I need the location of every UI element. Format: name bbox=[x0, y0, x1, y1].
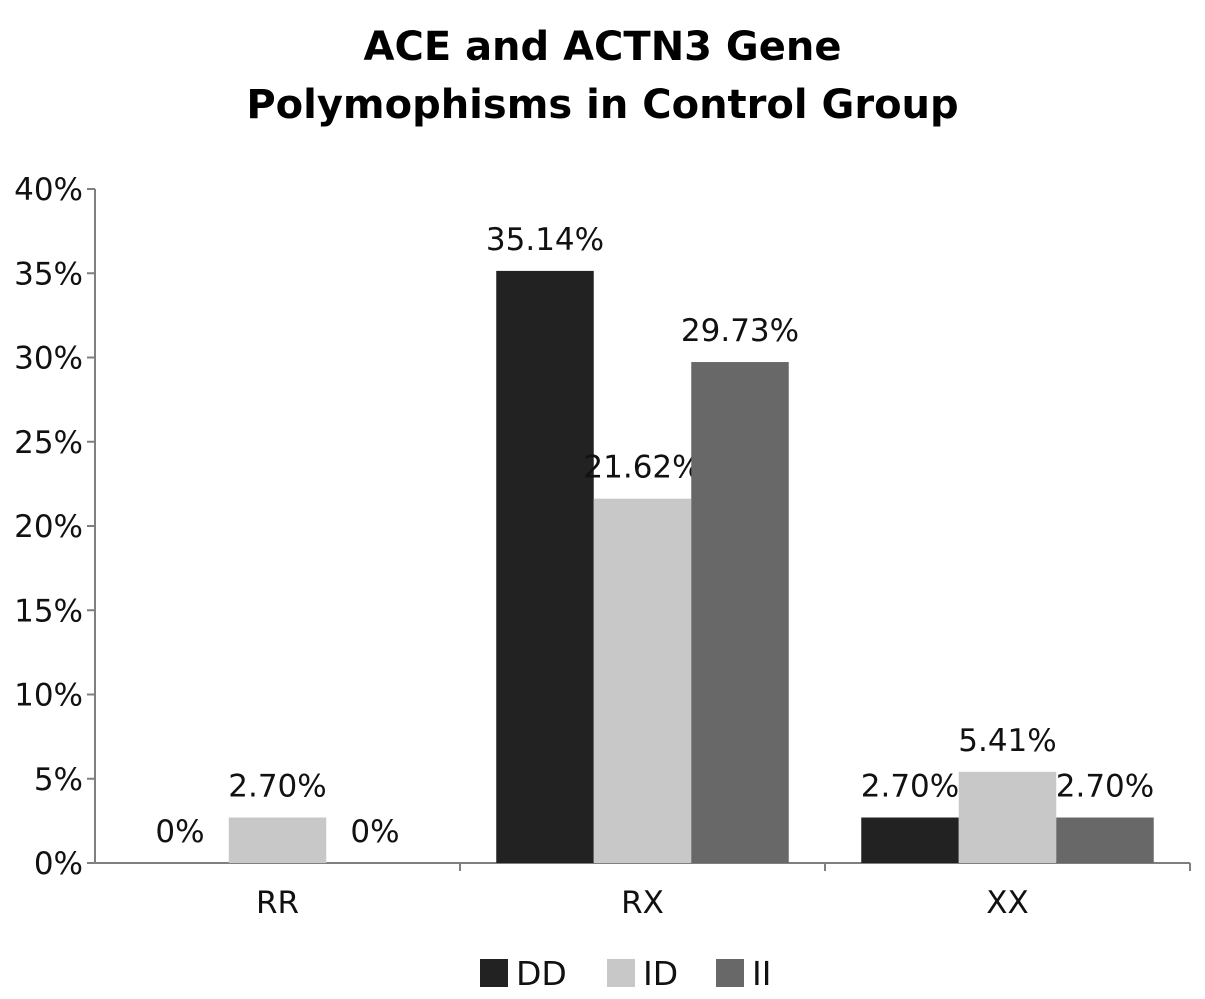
legend-swatch-ii bbox=[716, 959, 744, 987]
legend-label-ii: II bbox=[752, 954, 771, 993]
bar-ii-rx bbox=[691, 362, 789, 863]
chart-title-line-1: ACE and ACTN3 Gene bbox=[363, 24, 842, 70]
legend-swatch-dd bbox=[480, 959, 508, 987]
data-label: 0% bbox=[350, 814, 399, 850]
data-label: 0% bbox=[155, 814, 204, 850]
data-label: 5.41% bbox=[958, 723, 1056, 759]
y-tick-label: 30% bbox=[14, 341, 83, 377]
legend-label-id: ID bbox=[643, 954, 678, 993]
bar-id-rr bbox=[228, 817, 327, 863]
y-tick-label: 10% bbox=[14, 678, 83, 714]
y-tick-label: 0% bbox=[34, 846, 83, 882]
y-tick-label: 35% bbox=[14, 256, 83, 292]
data-label: 29.73% bbox=[681, 313, 799, 349]
legend-swatch-id bbox=[607, 959, 635, 987]
bar-id-xx bbox=[958, 771, 1057, 863]
x-category-label: RX bbox=[621, 885, 664, 921]
data-label: 2.70% bbox=[228, 769, 326, 805]
data-label: 2.70% bbox=[861, 769, 959, 805]
chart-title-line-2: Polymophisms in Control Group bbox=[246, 82, 959, 128]
data-label: 35.14% bbox=[486, 222, 604, 258]
bar-id-rx bbox=[593, 498, 692, 863]
y-tick-label: 20% bbox=[14, 509, 83, 545]
data-label: 21.62% bbox=[583, 450, 701, 486]
bar-dd-xx bbox=[861, 817, 959, 863]
bar-ii-xx bbox=[1056, 817, 1154, 863]
data-label: 2.70% bbox=[1056, 769, 1154, 805]
y-tick-label: 15% bbox=[14, 593, 83, 629]
chart-title: ACE and ACTN3 Gene Polymophisms in Contr… bbox=[0, 18, 1205, 134]
x-category-label: RR bbox=[256, 885, 299, 921]
x-category-label: XX bbox=[986, 885, 1028, 921]
y-tick-label: 40% bbox=[14, 172, 83, 208]
bar-dd-rx bbox=[496, 270, 594, 863]
y-tick-label: 5% bbox=[34, 762, 83, 798]
y-tick-label: 25% bbox=[14, 425, 83, 461]
legend-label-dd: DD bbox=[516, 954, 567, 993]
